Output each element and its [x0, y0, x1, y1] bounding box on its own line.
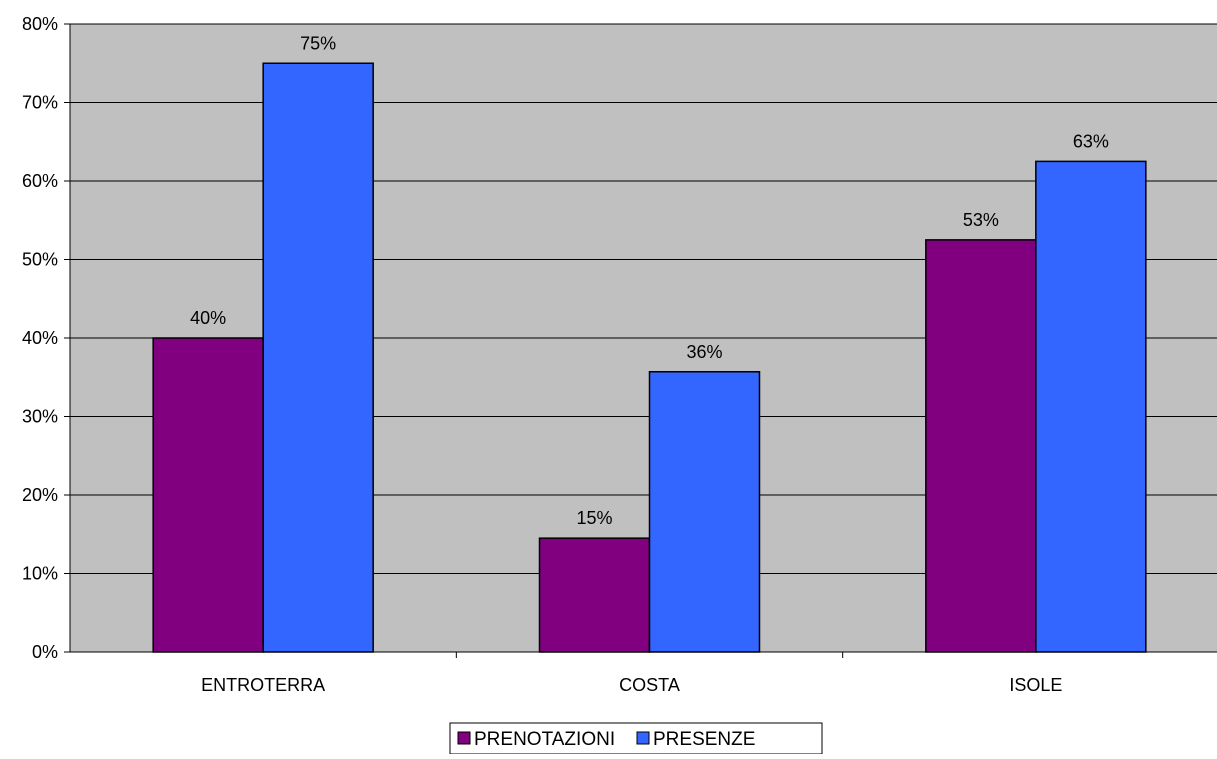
y-tick-label: 50% — [22, 250, 58, 270]
axes — [64, 23, 1217, 658]
x-category-label: ENTROTERRA — [201, 675, 325, 695]
y-tick-label: 40% — [22, 328, 58, 348]
x-category-label: COSTA — [619, 675, 680, 695]
legend-label: PRESENZE — [653, 729, 755, 750]
bar-prenotazioni — [152, 337, 264, 653]
bar-prenotazioni — [925, 239, 1037, 653]
bar-prenotazioni — [538, 537, 651, 653]
data-label: 53% — [963, 210, 999, 230]
legend-swatch — [636, 731, 650, 745]
data-label: 63% — [1073, 131, 1109, 151]
data-label: 15% — [576, 508, 612, 528]
legend: PRENOTAZIONI PRESENZE — [449, 722, 823, 755]
y-tick-label: 60% — [22, 171, 58, 191]
bar-presenze — [1035, 160, 1147, 653]
x-category-label: ISOLE — [1009, 675, 1062, 695]
y-tick-label: 70% — [22, 93, 58, 113]
bar-presenze — [262, 62, 374, 653]
data-label: 36% — [686, 342, 722, 362]
data-label: 75% — [300, 33, 336, 53]
y-tick-label: 10% — [22, 564, 58, 584]
bar-presenze — [648, 371, 761, 653]
y-tick-label: 0% — [32, 642, 58, 662]
legend-label: PRENOTAZIONI — [474, 729, 615, 750]
labels: 0% 10% 20% 30% 40% 50% 60% 70% 80% ENTROTERRA 40% 7… — [22, 14, 1109, 695]
y-tick-label: 80% — [22, 14, 58, 34]
legend-swatch — [457, 731, 471, 745]
data-label: 40% — [190, 308, 226, 328]
y-tick-label: 20% — [22, 485, 58, 505]
y-tick-label: 30% — [22, 407, 58, 427]
bars — [152, 62, 1147, 653]
